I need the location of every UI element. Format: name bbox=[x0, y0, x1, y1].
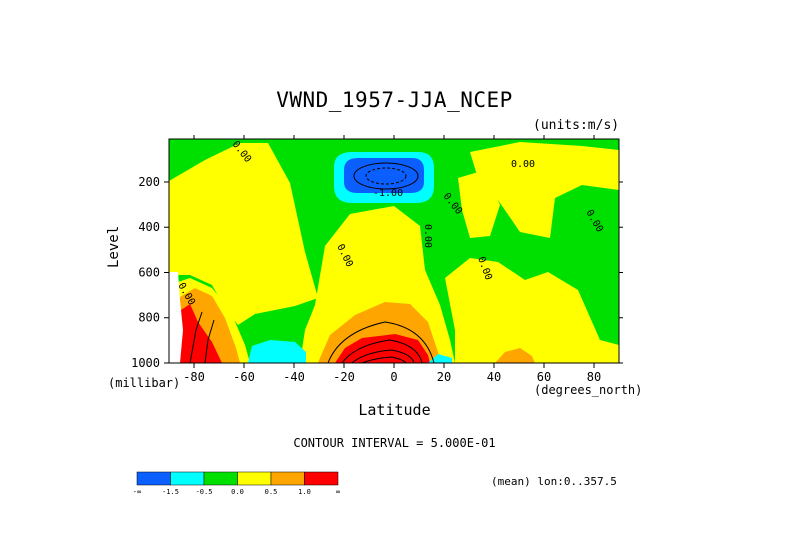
legend-label: -0.5 bbox=[196, 488, 213, 496]
contour-label: 0.00 bbox=[511, 159, 535, 170]
x-tick-label: -60 bbox=[233, 370, 255, 384]
legend-label: 1.0 bbox=[298, 488, 311, 496]
x-tick-label: 0 bbox=[390, 370, 397, 384]
y-tick-label: 600 bbox=[138, 265, 160, 279]
contour-label: 0.00 bbox=[422, 224, 433, 248]
contour-lines bbox=[189, 162, 435, 363]
x-tick-label: -20 bbox=[333, 370, 355, 384]
legend-swatch-3 bbox=[237, 471, 272, 486]
y-axis-units: (millibar) bbox=[108, 376, 181, 390]
yellow-region-north-east bbox=[470, 142, 619, 238]
legend-swatch-0 bbox=[136, 471, 171, 486]
legend-swatch-1 bbox=[170, 471, 205, 486]
x-tick-label: 60 bbox=[537, 370, 551, 384]
red-region-center bbox=[335, 334, 430, 363]
missing-data-area bbox=[169, 272, 183, 363]
y-tick-label: 800 bbox=[138, 311, 160, 325]
legend-label: 0.0 bbox=[231, 488, 244, 496]
legend-swatch-4 bbox=[270, 471, 305, 486]
yellow-region-east-lower bbox=[445, 258, 619, 363]
y-tick-label: 1000 bbox=[131, 356, 160, 370]
cyan-region-east bbox=[428, 354, 452, 363]
orange-region-east bbox=[495, 348, 535, 363]
cyan-region-lower bbox=[248, 340, 306, 363]
legend-label: ∞ bbox=[336, 488, 340, 496]
filled-contours bbox=[169, 139, 619, 363]
y-tick-label: 400 bbox=[138, 220, 160, 234]
x-axis-label: Latitude bbox=[358, 401, 431, 419]
x-tick-label: 20 bbox=[437, 370, 451, 384]
x-axis-units: (degrees_north) bbox=[534, 383, 643, 397]
y-tick-group: 200 400 600 800 1000 bbox=[131, 175, 623, 370]
yellow-region-east-upper bbox=[458, 170, 500, 238]
legend-label: 0.5 bbox=[265, 488, 278, 496]
units-label: (units:m/s) bbox=[533, 118, 620, 133]
legend-swatch-5 bbox=[304, 471, 339, 486]
y-tick-label: 200 bbox=[138, 175, 160, 189]
red-region-antarctic bbox=[178, 304, 222, 363]
contour-label: -1.00 bbox=[373, 188, 403, 199]
x-tick-label: -40 bbox=[283, 370, 305, 384]
color-legend: -∞ -1.5 -0.5 0.0 0.5 1.0 ∞ bbox=[133, 471, 340, 496]
legend-swatch-2 bbox=[203, 471, 238, 486]
chart-title: VWND_1957-JJA_NCEP bbox=[276, 88, 513, 112]
contour-interval-label: CONTOUR INTERVAL = 5.000E-01 bbox=[293, 436, 496, 450]
legend-label: -∞ bbox=[133, 488, 141, 496]
x-tick-group: -80 -60 -40 -20 0 20 40 60 80 bbox=[183, 135, 601, 384]
mean-longitude-label: (mean) lon:0..357.5 bbox=[491, 475, 617, 488]
x-tick-label: -80 bbox=[183, 370, 205, 384]
yellow-region-west bbox=[169, 143, 318, 325]
x-tick-label: 80 bbox=[587, 370, 601, 384]
x-tick-label: 40 bbox=[487, 370, 501, 384]
legend-label: -1.5 bbox=[162, 488, 179, 496]
